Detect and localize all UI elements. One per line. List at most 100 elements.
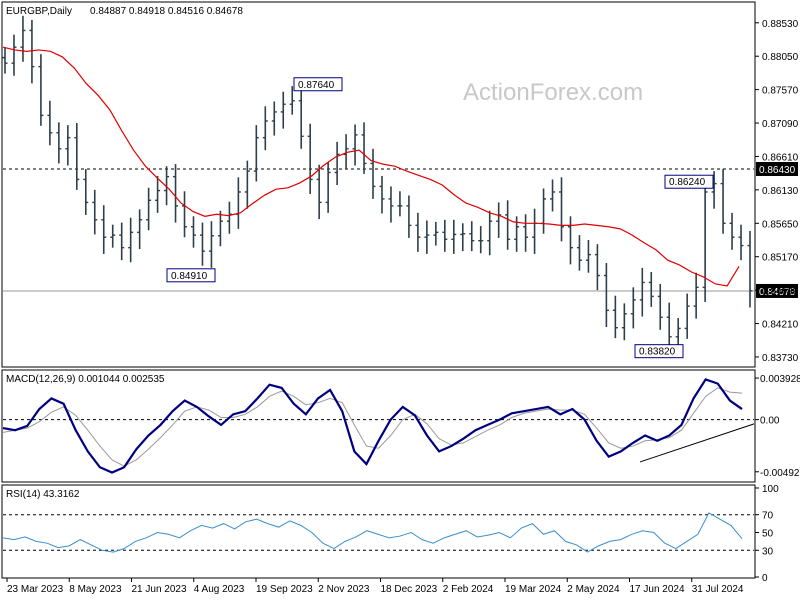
price-bar [110,224,116,248]
price-annotation [293,77,343,92]
price-bar [630,287,636,329]
ohlc-label: 0.84887 0.84918 0.84516 0.84678 [90,6,243,17]
price-annotation [166,268,216,283]
x-tick-label: 8 May 2023 [69,584,122,595]
annotation-label: 0.86240 [669,177,706,188]
y-tick-label: 0.86610 [762,152,799,163]
x-tick-label: 19 Mar 2024 [505,584,562,595]
price-bar [550,179,556,212]
y-axis-labels: 0.88530 0.88050 0.87570 0.87090 0.86610 0.861… [755,19,799,364]
macd-lines: 0.003928 0.00 -0.004929 [2,374,800,479]
x-tick-label: 2 Nov 2023 [318,584,370,595]
y-tick-label: 0.88530 [762,19,799,30]
price-bar [424,220,430,254]
price-bar [478,226,484,254]
price-bar [164,166,170,206]
price-bar [612,295,618,339]
watermark: ActionForex.com [463,79,643,106]
price-bar [119,222,125,261]
y-tick-label: 0.83730 [762,353,799,364]
price-bar [559,177,565,242]
price-bar [505,200,511,250]
price-bar [173,164,179,223]
x-tick-label: 23 Mar 2023 [7,584,64,595]
y-tick-label: 0.88050 [762,52,799,63]
price-bar [406,195,412,238]
price-bar [648,272,654,307]
price-bar [711,171,717,209]
price-bar [388,186,394,223]
price-bar [460,223,466,252]
price-bar [639,267,645,317]
y-tick-label: 0.85650 [762,219,799,230]
level-label: 0.86430 [759,165,796,176]
price-bar [532,208,538,254]
annotation-label: 0.84910 [171,271,208,282]
main-panel [1,1,756,368]
price-bar [29,20,35,84]
price-annotation [634,344,684,359]
price-bar [280,91,286,129]
x-tick-label: 31 Jul 2024 [692,584,744,595]
price-bar [11,34,17,76]
rsi-y-label: 100 [762,484,779,495]
ma-line [2,46,740,287]
price-bar [352,124,358,166]
rsi-line: 100 70 50 30 0 [2,484,779,584]
price-bar [469,221,475,252]
price-bar [20,15,26,62]
price-bar [487,210,493,256]
price-bar [693,272,699,319]
price-bar [603,262,609,328]
x-axis-labels: 23 Mar 2023 8 May 2023 21 Jun 2023 4 Aug 20… [6,578,744,595]
price-bar [83,168,89,215]
macd-panel [1,369,756,483]
x-tick-label: 17 Jun 2024 [630,584,685,595]
annotation-label: 0.87640 [298,80,335,91]
y-tick-label: 0.84690 [762,286,799,297]
level-tag [756,161,798,176]
price-bars [2,15,753,354]
price-bar [253,125,259,182]
price-bar [137,209,143,250]
price-bar [128,217,134,263]
x-tick-label: 4 Aug 2023 [194,584,245,595]
price-bar [666,302,672,352]
grid-layer [3,168,754,292]
x-tick-label: 2 May 2024 [567,584,620,595]
price-bar [74,123,80,190]
price-bar [271,101,277,136]
price-bar [208,221,214,268]
macd-y-label: 0.003928 [760,374,800,385]
price-bar [65,125,71,166]
x-tick-label: 2 Feb 2024 [443,584,494,595]
price-bar [747,230,753,308]
rsi-y-label: 30 [762,546,774,557]
price-bar [657,283,663,330]
price-bar [496,202,502,238]
level-tag [756,283,798,298]
price-bar [262,106,268,151]
rsi-y-label: 70 [762,511,774,522]
y-tick-label: 0.86130 [762,186,799,197]
price-bar [199,222,205,266]
price-bar [738,224,744,261]
price-bar [702,181,708,302]
rsi-panel [1,484,756,579]
macd-title: MACD(12,26,9) 0.001044 0.002535 [6,374,165,385]
rsi-y-label: 0 [762,573,768,584]
price-bar [343,134,349,169]
price-bar [379,175,385,214]
price-bar [415,212,421,252]
price-bar [523,214,529,252]
macd-y-label: -0.004929 [760,468,800,479]
price-bar [325,162,331,213]
price-bar [101,205,107,254]
price-bar [576,235,582,271]
price-bar [38,54,44,126]
moving-average [2,46,740,287]
price-bar [541,188,547,234]
price-bar [594,244,600,291]
rsi-line [2,512,743,553]
price-bar [316,164,322,220]
